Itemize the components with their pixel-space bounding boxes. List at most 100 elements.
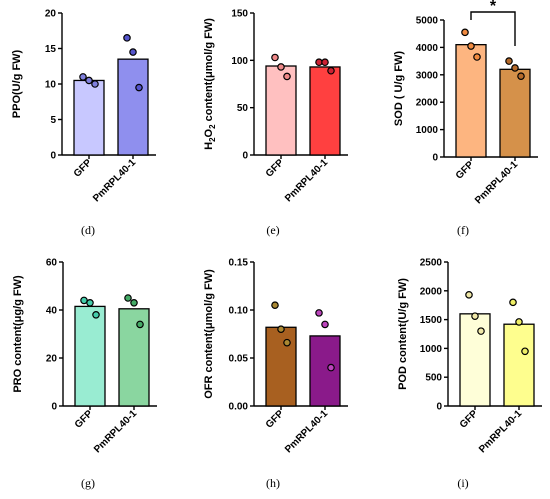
- x-tick-label: GFP: [454, 159, 477, 182]
- data-point: [327, 66, 335, 75]
- bar-GFP: [74, 305, 106, 407]
- data-point: [473, 53, 481, 61]
- y-tick-label: 20: [46, 354, 58, 365]
- y-tick-label: 2500: [420, 258, 443, 269]
- y-tick-label: 20: [45, 9, 57, 20]
- data-point: [86, 298, 94, 307]
- bar-PmRPL40-1: [117, 58, 149, 156]
- bar-GFP: [459, 313, 491, 407]
- data-point: [92, 310, 100, 319]
- data-point: [505, 57, 513, 65]
- y-tick-label: 60: [46, 258, 58, 269]
- panel-label: (g): [81, 476, 95, 490]
- y-tick-label: 0: [242, 151, 248, 162]
- data-point: [135, 83, 143, 92]
- y-tick-label: 10: [45, 80, 57, 91]
- y-tick-label: 0.00: [229, 402, 249, 413]
- panel-label: (e): [266, 223, 279, 237]
- x-tick-label: GFP: [264, 157, 287, 180]
- y-tick-label: 5000: [416, 16, 439, 27]
- y-tick-label: 0: [436, 402, 442, 413]
- data-point: [327, 363, 335, 372]
- x-tick-label: GFP: [264, 408, 287, 431]
- data-point: [321, 58, 329, 67]
- data-point: [467, 42, 475, 50]
- y-tick-label: 0: [51, 402, 57, 413]
- y-axis-label: SOD ( U/g FW): [393, 51, 405, 126]
- data-point: [321, 320, 329, 329]
- data-point: [465, 291, 473, 299]
- y-tick-label: 2000: [420, 286, 443, 297]
- bar-GFP: [455, 44, 487, 158]
- data-point: [509, 298, 517, 307]
- y-tick-label: 40: [46, 306, 58, 317]
- data-point: [129, 48, 137, 56]
- data-point: [85, 76, 93, 85]
- data-point: [515, 318, 523, 326]
- bar-PmRPL40-1: [118, 308, 150, 407]
- y-axis-label: OFR content(μmol/g FW): [203, 269, 215, 399]
- chart-panel-5: 0.00 0.05 0.10 0.15 OFR content(μmol/g FW) GF…: [203, 258, 348, 490]
- bar-PmRPL40-1: [309, 66, 341, 156]
- data-point: [521, 347, 529, 356]
- data-point: [91, 80, 99, 88]
- data-point: [271, 53, 279, 62]
- y-tick-label: 3000: [416, 70, 439, 81]
- y-tick-label: 2000: [416, 98, 439, 109]
- y-axis-label: H2O2 content(μmol/g FW): [203, 18, 217, 150]
- y-tick-label: 1000: [420, 344, 443, 355]
- y-tick-label: 1000: [416, 125, 439, 136]
- bar-GFP: [73, 79, 105, 156]
- data-point: [471, 312, 479, 320]
- chart-panel-2: 0 50 100 150 H2O2 content(μmol/g FW) GFPPmRPL…: [203, 9, 348, 237]
- x-tick-label: PmRPL40-1: [473, 159, 520, 206]
- data-point: [123, 34, 131, 42]
- x-tick-label: GFP: [73, 408, 96, 431]
- y-tick-label: 0: [50, 151, 56, 162]
- data-point: [517, 72, 525, 80]
- y-tick-label: 100: [231, 56, 248, 67]
- panel-label: (d): [81, 223, 95, 237]
- y-tick-label: 0.10: [229, 306, 249, 317]
- data-point: [130, 298, 138, 307]
- y-tick-label: 150: [231, 9, 248, 20]
- x-tick-label: PmRPL40-1: [477, 408, 524, 455]
- data-point: [271, 301, 279, 310]
- data-point: [79, 73, 87, 81]
- data-point: [283, 72, 291, 81]
- chart-panel-6: 0 500 1000 1500 2000 2500 POD content(U/g FW) G…: [397, 258, 542, 490]
- y-axis-label: PRO content(μg/g FW): [12, 275, 24, 393]
- y-tick-label: 0.05: [229, 354, 249, 365]
- y-tick-label: 4000: [416, 43, 439, 54]
- data-point: [511, 64, 519, 72]
- data-point: [277, 63, 285, 71]
- bar-PmRPL40-1: [309, 335, 341, 407]
- bar-PmRPL40-1: [503, 323, 535, 407]
- y-tick-label: 0.15: [229, 258, 249, 269]
- bar-GFP: [265, 65, 297, 156]
- y-tick-label: 1500: [420, 315, 443, 326]
- y-axis-label: PPO(U/g FW): [11, 49, 23, 118]
- panel-label: (h): [266, 476, 280, 490]
- y-axis-label: POD content(U/g FW): [397, 278, 409, 390]
- bar-PmRPL40-1: [499, 68, 531, 158]
- y-tick-label: 0: [432, 153, 438, 164]
- data-point: [315, 309, 323, 317]
- data-point: [283, 338, 291, 347]
- x-tick-label: GFP: [72, 157, 95, 180]
- y-tick-label: 500: [425, 373, 442, 384]
- data-point: [461, 28, 469, 37]
- data-point: [477, 327, 485, 335]
- panel-label: (f): [457, 223, 469, 237]
- y-tick-label: 15: [45, 44, 57, 55]
- bar-GFP: [265, 326, 297, 407]
- x-tick-label: PmRPL40-1: [91, 157, 138, 204]
- data-point: [277, 325, 285, 334]
- y-tick-label: 5: [50, 115, 56, 126]
- chart-panel-3: 0 1000 2000 3000 4000 5000 SOD ( U/g FW) GFPPmR…: [393, 0, 538, 237]
- x-tick-label: PmRPL40-1: [283, 408, 330, 455]
